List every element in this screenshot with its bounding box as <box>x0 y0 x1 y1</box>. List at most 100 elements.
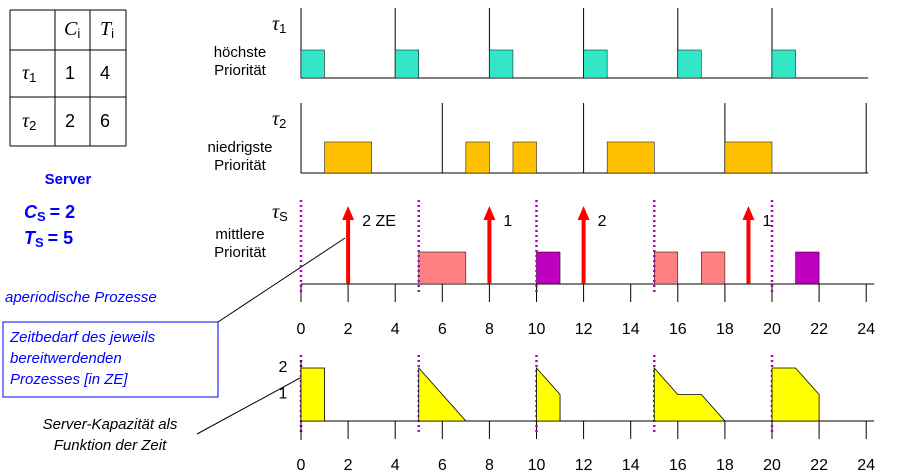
tick-label: 10 <box>528 321 546 338</box>
server-param: CS = 2 <box>24 202 75 225</box>
param-index: S <box>35 235 44 250</box>
symbol-index: 1 <box>279 21 286 36</box>
symbol: τ2 <box>22 110 36 134</box>
symbol: Ti <box>100 18 114 42</box>
param-value: = 5 <box>48 228 74 248</box>
job <box>606 141 655 174</box>
tick-label: 8 <box>485 321 494 338</box>
tick-label: 0 <box>297 457 306 474</box>
server-job <box>654 251 679 285</box>
tick-label: 16 <box>669 321 687 338</box>
arrival-label: 2 ZE <box>362 213 396 230</box>
tick-label: 8 <box>485 457 494 474</box>
tick-label: 6 <box>438 321 447 338</box>
capacity-area <box>418 366 467 422</box>
note-line: bereitwerdenden <box>10 350 122 367</box>
symbol-index: 1 <box>29 70 36 85</box>
cell: 6 <box>100 111 110 131</box>
tick-label: 14 <box>622 321 640 338</box>
job <box>512 141 537 174</box>
job <box>583 49 608 79</box>
tick-label: 24 <box>857 457 875 474</box>
capacity-tick-label: 1 <box>279 386 288 403</box>
tick-label: 2 <box>344 457 353 474</box>
connector <box>196 377 301 435</box>
capacity-area <box>771 367 820 422</box>
symbol-letter: τ <box>272 201 280 223</box>
param-symbol: C <box>24 202 38 222</box>
server-param: TS = 5 <box>24 228 73 251</box>
symbol-index: i <box>77 26 80 41</box>
arrival-label: 2 <box>598 213 607 230</box>
symbol: τS <box>272 201 288 225</box>
tick-label: 10 <box>528 457 546 474</box>
tick-label: 12 <box>575 321 593 338</box>
priority-label: mittlere <box>215 226 264 243</box>
job <box>300 49 325 79</box>
param-index: S <box>37 209 46 224</box>
symbol-letter: τ <box>22 62 30 84</box>
symbol-index: 2 <box>29 118 36 133</box>
symbol: τ1 <box>272 13 286 37</box>
arrow-head <box>577 206 590 220</box>
symbol-letter: τ <box>22 110 30 132</box>
arrow-head <box>483 206 496 220</box>
symbol: τ2 <box>272 108 286 132</box>
tick-label: 22 <box>810 457 828 474</box>
server-job <box>418 251 467 285</box>
symbol-letter: τ <box>272 108 280 130</box>
param-value: = 2 <box>50 202 76 222</box>
capacity-tick-label: 2 <box>279 359 288 376</box>
server-job <box>795 251 820 285</box>
note-line: Zeitbedarf des jeweils <box>9 329 156 346</box>
param-symbol: T <box>24 228 37 248</box>
tick-label: 24 <box>857 321 875 338</box>
tick-label: 6 <box>438 457 447 474</box>
job <box>394 49 420 79</box>
arrival-label: 1 <box>503 213 512 230</box>
capacity-note: Server-Kapazität als <box>43 416 178 433</box>
arrow-head <box>342 206 355 220</box>
tick-label: 4 <box>391 321 400 338</box>
job <box>771 49 796 79</box>
capacity-area <box>536 366 561 422</box>
job <box>677 49 702 79</box>
symbol-letter: T <box>100 18 113 40</box>
symbol-letter: τ <box>272 13 280 35</box>
priority-label: Priorität <box>214 244 267 261</box>
server-job <box>701 251 726 285</box>
cell: 2 <box>65 111 75 131</box>
table-grid <box>9 9 127 147</box>
symbol-index: i <box>111 26 114 41</box>
tick-label: 18 <box>716 321 734 338</box>
arrow-head <box>742 206 755 220</box>
symbol-letter: C <box>64 18 78 40</box>
symbol-index: 2 <box>279 116 286 131</box>
connector <box>217 237 346 323</box>
job <box>489 49 514 79</box>
job <box>724 141 773 174</box>
tick-label: 20 <box>763 457 781 474</box>
tick-label: 14 <box>622 457 640 474</box>
job <box>324 141 372 174</box>
cell: 4 <box>100 63 110 83</box>
job <box>465 141 490 174</box>
aperiodic-label: aperiodische Prozesse <box>5 289 157 306</box>
capacity-area <box>300 367 325 422</box>
tick-label: 4 <box>391 457 400 474</box>
tick-label: 0 <box>297 321 306 338</box>
note-box <box>2 321 219 398</box>
arrival-label: 1 <box>762 213 771 230</box>
priority-label: Priorität <box>214 62 267 79</box>
priority-label: Priorität <box>214 157 267 174</box>
cell: 1 <box>65 63 75 83</box>
server-job <box>536 251 561 285</box>
tick-label: 2 <box>344 321 353 338</box>
symbol: τ1 <box>22 62 36 86</box>
priority-label: höchste <box>214 44 267 61</box>
tick-label: 22 <box>810 321 828 338</box>
symbol: Ci <box>64 18 80 42</box>
tick-label: 18 <box>716 457 734 474</box>
capacity-area <box>653 366 726 422</box>
